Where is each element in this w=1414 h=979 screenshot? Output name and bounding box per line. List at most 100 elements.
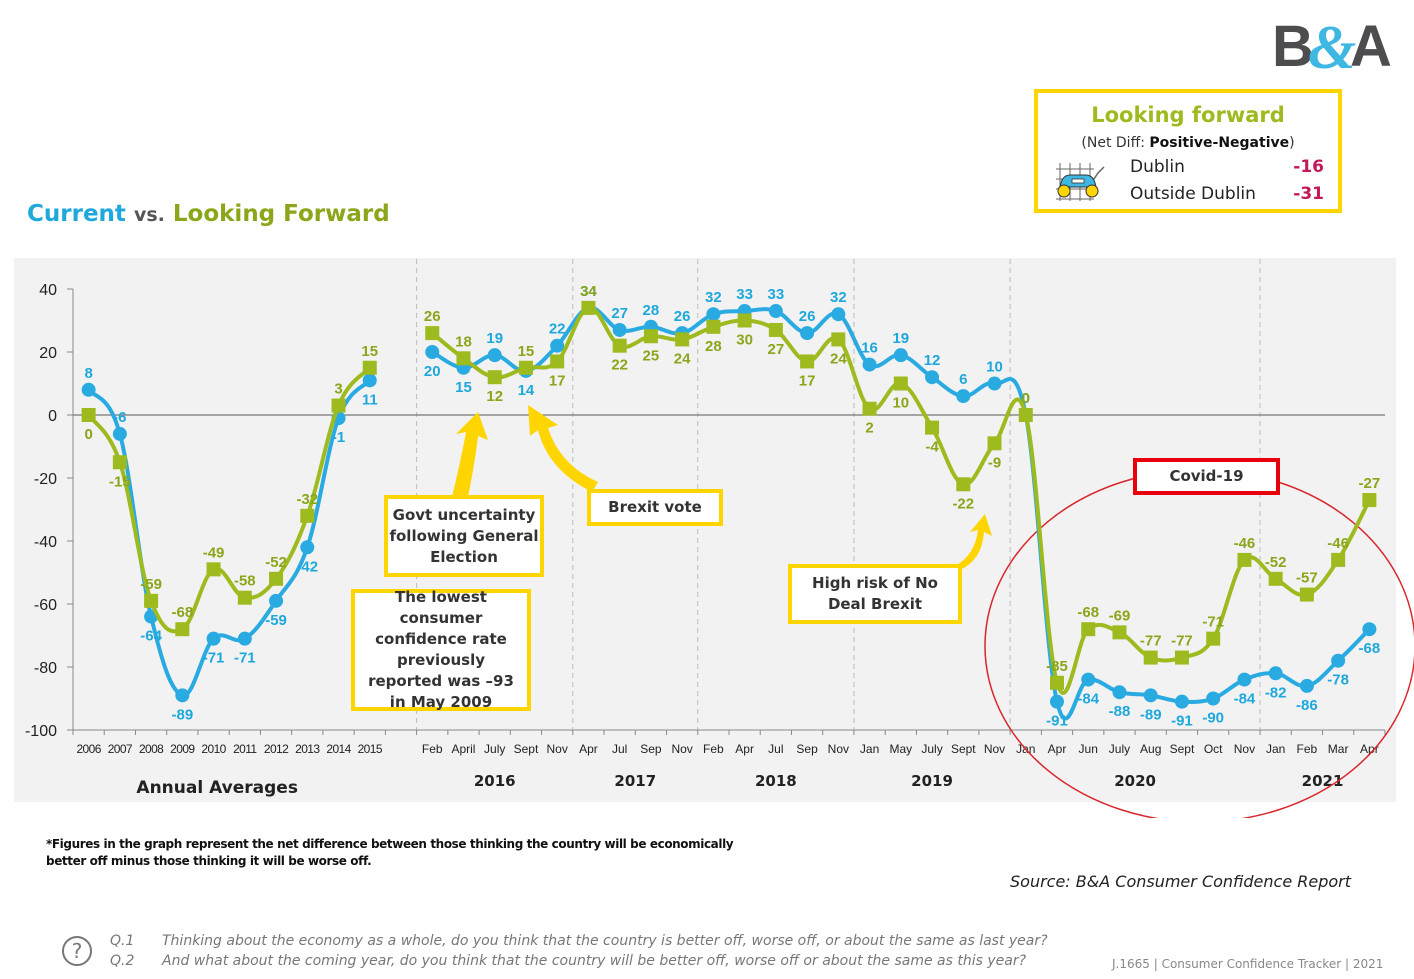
forward-point [456, 351, 471, 366]
x-tick-label: May [889, 742, 912, 756]
footnote-line-2: better off minus those thinking it will … [46, 854, 372, 868]
forward-point [1174, 650, 1189, 665]
current-data-label: 26 [799, 308, 816, 325]
y-tick-label: -60 [34, 597, 57, 614]
dublin-value: -16 [1293, 157, 1324, 177]
x-tick-label: Nov [984, 742, 1005, 756]
forward-point [987, 436, 1002, 451]
forward-point [956, 477, 971, 492]
forward-data-label: -77 [1171, 633, 1193, 650]
lowest-rate-text: The lowest consumer confidence rate prev… [368, 588, 514, 711]
x-tick-label: Sept [951, 742, 976, 756]
subtitle-bold: Positive-Negative [1149, 135, 1290, 151]
current-point [1268, 666, 1283, 681]
forward-point [1299, 587, 1314, 602]
forward-data-label: 10 [892, 395, 909, 412]
current-point [612, 322, 627, 337]
forward-data-label: 28 [705, 338, 722, 355]
forward-point [550, 354, 565, 369]
current-data-label: -78 [1327, 672, 1349, 689]
forward-point [362, 360, 377, 375]
forward-point [612, 338, 627, 353]
q2-number: Q.2 [110, 953, 135, 969]
current-point [862, 357, 877, 372]
current-point [1143, 688, 1158, 703]
x-tick-label: Sept [514, 742, 539, 756]
forward-point [300, 508, 315, 523]
no-deal-arrow [955, 514, 992, 570]
forward-point [206, 562, 221, 577]
current-line [86, 378, 372, 698]
current-data-label: 11 [362, 391, 378, 408]
x-tick-label: 2015 [358, 742, 383, 756]
looking-forward-title: Looking forward [1091, 103, 1285, 127]
x-tick-label: 2011 [233, 742, 257, 756]
forward-data-label: -15 [109, 473, 131, 490]
forward-point [1237, 552, 1252, 567]
current-point [1331, 653, 1346, 668]
current-point [237, 631, 252, 646]
forward-data-label: 24 [830, 350, 847, 367]
forward-data-label: 15 [518, 343, 535, 360]
outside-dublin-label: Outside Dublin [1130, 184, 1256, 204]
forward-data-label: 27 [768, 341, 785, 358]
covid-callout: Covid-19 [1133, 458, 1280, 495]
x-tick-label: Nov [828, 742, 849, 756]
current-data-label: -88 [1109, 703, 1131, 720]
forward-data-label: -71 [1202, 614, 1224, 631]
subtitle-suffix: ) [1289, 135, 1295, 151]
forward-point [237, 590, 252, 605]
forward-data-label: 22 [611, 357, 628, 374]
source-note: Source: B&A Consumer Confidence Report [1010, 872, 1351, 891]
forward-line [86, 366, 372, 634]
logo-ampersand: & [1308, 14, 1356, 74]
current-data-label: -6 [113, 409, 126, 426]
page-title: Current vs. Looking Forward [27, 201, 390, 227]
forward-data-label: 17 [549, 372, 566, 389]
current-point [800, 326, 815, 341]
x-tick-label: Jan [1266, 742, 1285, 756]
current-point [768, 304, 783, 319]
forward-point [425, 326, 440, 341]
y-tick-label: 40 [39, 282, 57, 299]
x-tick-label: July [1109, 742, 1130, 756]
current-data-label: 14 [518, 382, 535, 399]
current-point [706, 307, 721, 322]
dublin-label: Dublin [1130, 157, 1185, 177]
current-data-label: -86 [1296, 697, 1318, 714]
current-data-label: 22 [549, 321, 566, 338]
forward-point [1018, 408, 1033, 422]
forward-point [331, 398, 346, 413]
x-group-label: 2021 [1302, 772, 1344, 790]
x-group-label: 2020 [1114, 772, 1156, 790]
forward-data-label: -9 [988, 454, 1001, 471]
x-group-label: 2017 [614, 772, 656, 790]
x-tick-label: Feb [422, 742, 443, 756]
current-point [206, 631, 221, 646]
current-data-label: -89 [1140, 706, 1162, 723]
forward-data-label: -77 [1140, 633, 1162, 650]
current-data-label: -71 [234, 650, 256, 667]
x-tick-label: Oct [1204, 742, 1223, 756]
current-point [1206, 691, 1221, 706]
current-data-label: 19 [486, 330, 503, 347]
current-data-label: 26 [674, 308, 691, 325]
current-data-label: -84 [1234, 691, 1256, 708]
title-current: Current [27, 201, 126, 227]
forward-point [1268, 571, 1283, 586]
forward-point [581, 300, 596, 315]
forward-point [175, 622, 190, 637]
current-point [893, 348, 908, 363]
logo-a: A [1350, 14, 1392, 74]
govt-uncertainty-text: Govt uncertainty following General Elect… [389, 505, 539, 566]
current-point [831, 307, 846, 322]
forward-point [81, 408, 96, 422]
forward-point [112, 455, 127, 470]
covid-text: Covid-19 [1169, 467, 1244, 485]
lowest-rate-callout: The lowest consumer confidence rate prev… [351, 588, 531, 711]
forward-data-label: -59 [140, 576, 162, 593]
x-tick-label: 2007 [108, 742, 133, 756]
forward-data-label: -46 [1327, 535, 1349, 552]
q1-number: Q.1 [110, 933, 135, 949]
